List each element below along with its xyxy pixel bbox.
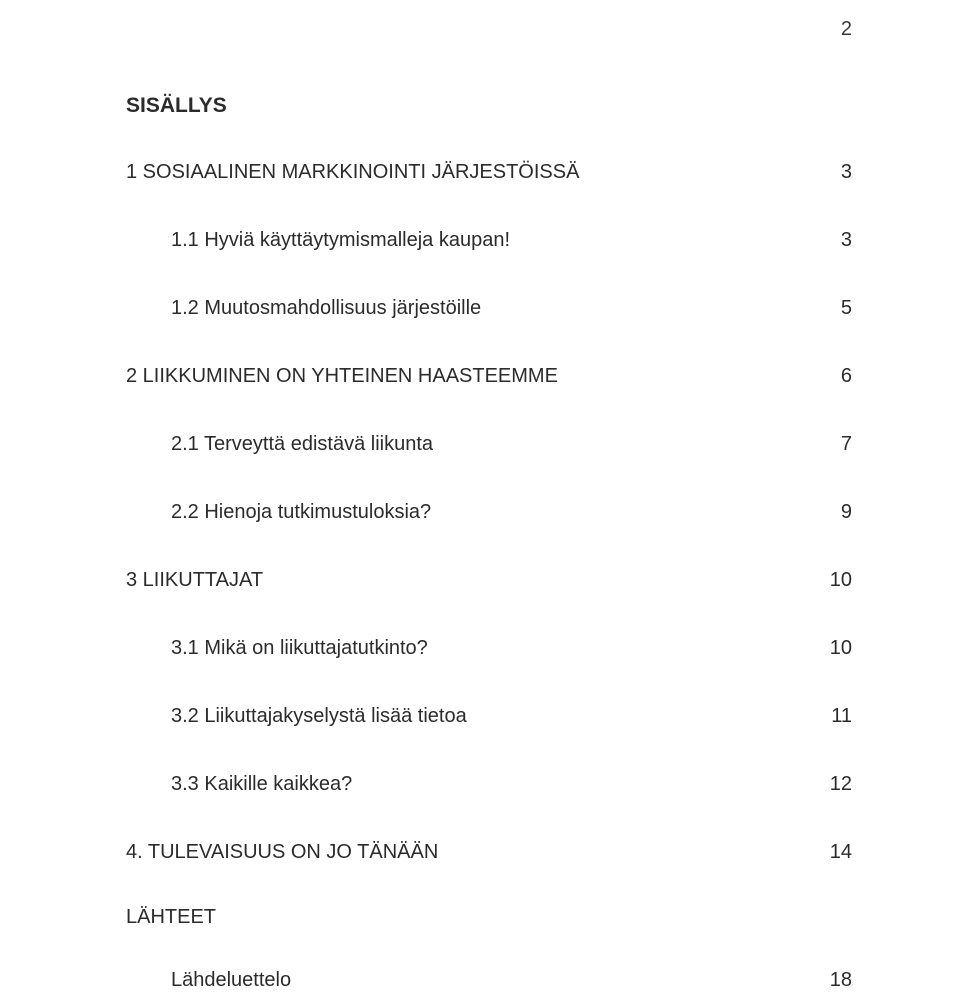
toc-entry-label: 1.1 Hyviä käyttäytymismalleja kaupan! <box>171 226 821 254</box>
toc-entry-label: 2 LIIKKUMINEN ON YHTEINEN HAASTEEMME <box>126 362 821 390</box>
toc-entry: 3.2 Liikuttajakyselystä lisää tietoa 11 <box>126 702 852 730</box>
toc-entry-label: 1.2 Muutosmahdollisuus järjestöille <box>171 294 821 322</box>
toc-title: SISÄLLYS <box>126 94 852 118</box>
toc-entry-label: 1 SOSIAALINEN MARKKINOINTI JÄRJESTÖISSÄ <box>126 158 821 186</box>
sources-item-label: Lähdeluettelo <box>171 969 291 992</box>
toc-entry-label: 2.1 Terveyttä edistävä liikunta <box>171 430 821 458</box>
sources-item: Lähdeluettelo 18 <box>126 969 852 992</box>
toc-entry-page: 7 <box>821 430 852 458</box>
toc-entry: 3 LIIKUTTAJAT 10 <box>126 566 852 594</box>
toc-entry: 2.1 Terveyttä edistävä liikunta 7 <box>126 430 852 458</box>
toc-entry-label: 3.2 Liikuttajakyselystä lisää tietoa <box>171 702 811 730</box>
toc-entry-page: 3 <box>821 158 852 186</box>
toc-entry-page: 10 <box>810 566 852 594</box>
toc-entry: 3.1 Mikä on liikuttajatutkinto? 10 <box>126 634 852 662</box>
sources-item-page: 18 <box>830 969 852 992</box>
toc-entry-page: 3 <box>821 226 852 254</box>
toc-entry-label: 3.3 Kaikille kaikkea? <box>171 770 810 798</box>
toc-entry-page: 6 <box>821 362 852 390</box>
toc-entry-page: 9 <box>821 498 852 526</box>
toc-list: 1 SOSIAALINEN MARKKINOINTI JÄRJESTÖISSÄ … <box>126 158 852 866</box>
toc-entry-page: 14 <box>810 838 852 866</box>
document-page: 2 SISÄLLYS 1 SOSIAALINEN MARKKINOINTI JÄ… <box>0 0 960 1006</box>
toc-entry: 1.2 Muutosmahdollisuus järjestöille 5 <box>126 294 852 322</box>
toc-entry: 1.1 Hyviä käyttäytymismalleja kaupan! 3 <box>126 226 852 254</box>
toc-entry-label: 3.1 Mikä on liikuttajatutkinto? <box>171 634 810 662</box>
toc-entry: 3.3 Kaikille kaikkea? 12 <box>126 770 852 798</box>
toc-entry-page: 11 <box>811 702 852 730</box>
toc-entry-label: 3 LIIKUTTAJAT <box>126 566 810 594</box>
toc-entry: 2.2 Hienoja tutkimustuloksia? 9 <box>126 498 852 526</box>
toc-entry-label: 4. TULEVAISUUS ON JO TÄNÄÄN <box>126 838 810 866</box>
page-number: 2 <box>841 18 852 41</box>
toc-entry: 4. TULEVAISUUS ON JO TÄNÄÄN 14 <box>126 838 852 866</box>
toc-entry-page: 10 <box>810 634 852 662</box>
toc-entry-label: 2.2 Hienoja tutkimustuloksia? <box>171 498 821 526</box>
toc-entry: 2 LIIKKUMINEN ON YHTEINEN HAASTEEMME 6 <box>126 362 852 390</box>
toc-entry-page: 5 <box>821 294 852 322</box>
sources-heading: LÄHTEET <box>126 906 852 929</box>
toc-entry: 1 SOSIAALINEN MARKKINOINTI JÄRJESTÖISSÄ … <box>126 158 852 186</box>
toc-entry-page: 12 <box>810 770 852 798</box>
